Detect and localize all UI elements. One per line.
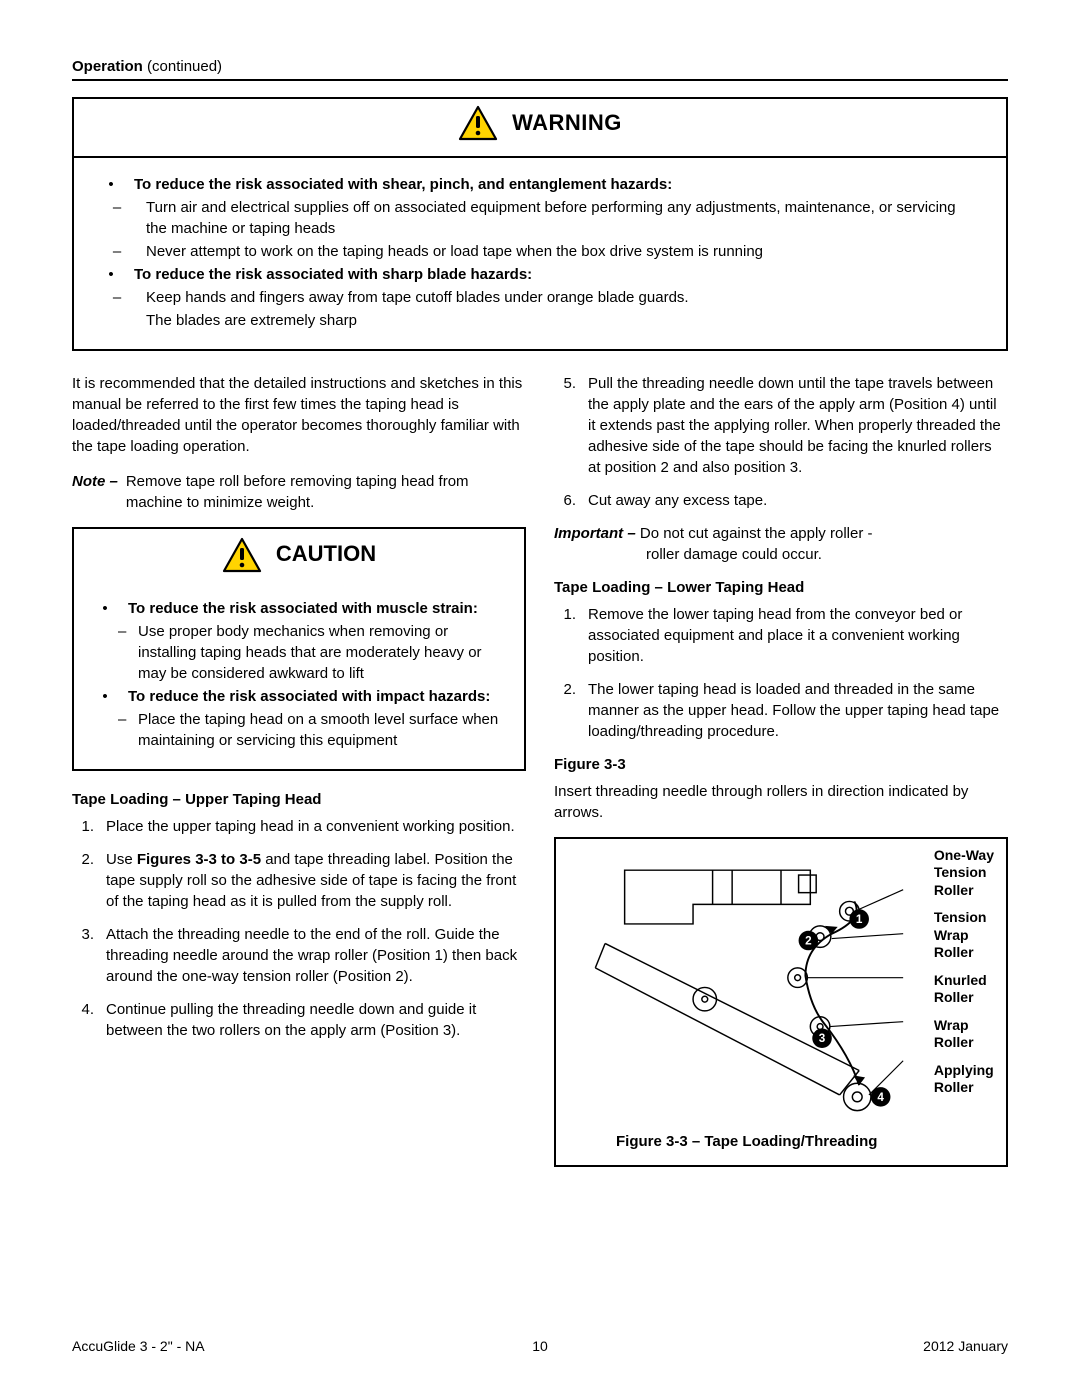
upper-step: Place the upper taping head in a conveni… bbox=[106, 816, 526, 837]
footer-left: AccuGlide 3 - 2" - NA bbox=[72, 1337, 205, 1357]
caution-item: Place the taping head on a smooth level … bbox=[138, 709, 502, 751]
left-column: It is recommended that the detailed inst… bbox=[72, 373, 526, 1167]
warning-box: WARNING •To reduce the risk associated w… bbox=[72, 97, 1008, 351]
upper-step: Use Figures 3-3 to 3-5 and tape threadin… bbox=[106, 849, 526, 912]
svg-text:3: 3 bbox=[819, 1032, 826, 1045]
caution-item: To reduce the risk associated with impac… bbox=[128, 686, 502, 707]
columns: It is recommended that the detailed inst… bbox=[72, 373, 1008, 1167]
figure-labels: One-Way Tension Roller Tension Wrap Roll… bbox=[934, 847, 994, 1107]
figure-label: One-Way Tension Roller bbox=[934, 847, 994, 900]
warning-item: Never attempt to work on the taping head… bbox=[146, 241, 978, 262]
figure-title: Figure 3-3 bbox=[554, 754, 1008, 775]
lower-step: Remove the lower taping head from the co… bbox=[588, 604, 1008, 667]
lower-head-title: Tape Loading – Lower Taping Head bbox=[554, 577, 1008, 598]
figure-label: Knurled Roller bbox=[934, 972, 994, 1007]
warning-item: Turn air and electrical supplies off on … bbox=[146, 197, 978, 239]
warning-item: To reduce the risk associated with shear… bbox=[134, 174, 978, 195]
warning-body: •To reduce the risk associated with shea… bbox=[74, 158, 1006, 349]
note-label: Note – bbox=[72, 471, 118, 513]
svg-text:2: 2 bbox=[805, 934, 812, 947]
figure-box: 1 2 3 4 One-Way Tension Roller Tension W… bbox=[554, 837, 1008, 1167]
figure-label: Tension Wrap Roller bbox=[934, 909, 994, 962]
note-text: Remove tape roll before removing taping … bbox=[122, 471, 526, 513]
footer-page: 10 bbox=[532, 1337, 548, 1357]
caution-item: To reduce the risk associated with muscl… bbox=[128, 598, 502, 619]
cont-step: Pull the threading needle down until the… bbox=[588, 373, 1008, 478]
footer-right: 2012 January bbox=[923, 1337, 1008, 1357]
figure-diagram: 1 2 3 4 bbox=[566, 849, 996, 1121]
important-note: Important – Do not cut against the apply… bbox=[554, 523, 1008, 565]
caution-item: Use proper body mechanics when removing … bbox=[138, 621, 502, 684]
svg-text:4: 4 bbox=[877, 1091, 884, 1104]
caution-title: CAUTION bbox=[276, 539, 376, 570]
section-title-bold: Operation bbox=[72, 58, 143, 75]
upper-step: Continue pulling the threading needle do… bbox=[106, 999, 526, 1041]
intro-paragraph: It is recommended that the detailed inst… bbox=[72, 373, 526, 457]
warning-item: Keep hands and fingers away from tape cu… bbox=[146, 287, 978, 308]
note: Note – Remove tape roll before removing … bbox=[72, 471, 526, 513]
section-header: Operation (continued) bbox=[72, 56, 1008, 81]
warning-icon bbox=[458, 105, 498, 141]
caution-icon bbox=[222, 537, 262, 573]
section-title-rest: (continued) bbox=[143, 58, 222, 75]
upper-head-title: Tape Loading – Upper Taping Head bbox=[72, 789, 526, 810]
figure-desc: Insert threading needle through rollers … bbox=[554, 781, 1008, 823]
page-footer: AccuGlide 3 - 2" - NA 10 2012 January bbox=[72, 1337, 1008, 1357]
figure-caption: Figure 3-3 – Tape Loading/Threading bbox=[566, 1131, 996, 1152]
warning-title: WARNING bbox=[512, 108, 622, 139]
warning-item: To reduce the risk associated with sharp… bbox=[134, 264, 978, 285]
caution-header: CAUTION bbox=[74, 529, 524, 590]
caution-box: CAUTION •To reduce the risk associated w… bbox=[72, 527, 526, 771]
figure-label: Wrap Roller bbox=[934, 1017, 994, 1052]
lower-step: The lower taping head is loaded and thre… bbox=[588, 679, 1008, 742]
right-column: 5.Pull the threading needle down until t… bbox=[554, 373, 1008, 1167]
warning-header: WARNING bbox=[74, 99, 1006, 158]
figure-label: Applying Roller bbox=[934, 1062, 994, 1097]
upper-step: Attach the threading needle to the end o… bbox=[106, 924, 526, 987]
caution-body: •To reduce the risk associated with musc… bbox=[74, 590, 524, 769]
svg-text:1: 1 bbox=[856, 913, 863, 926]
cont-step: Cut away any excess tape. bbox=[588, 490, 1008, 511]
warning-item: The blades are extremely sharp bbox=[146, 310, 978, 331]
